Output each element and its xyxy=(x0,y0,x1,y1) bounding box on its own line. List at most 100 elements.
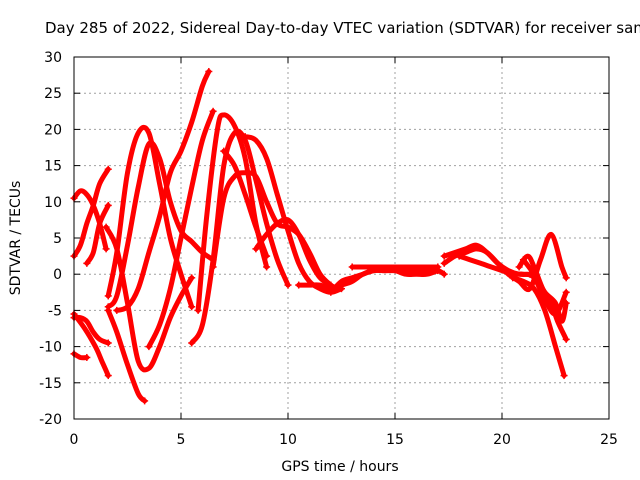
plus-marker xyxy=(519,256,527,264)
plus-marker xyxy=(83,353,91,361)
plus-marker xyxy=(102,245,110,253)
y-tick-label: -20 xyxy=(39,412,62,428)
series-arc-5 xyxy=(70,310,112,380)
plus-marker xyxy=(209,107,217,115)
plus-marker xyxy=(252,245,260,253)
plus-marker xyxy=(515,263,523,271)
series-arc-12 xyxy=(145,107,217,351)
plus-marker xyxy=(295,281,303,289)
data-series-group xyxy=(70,67,570,405)
series-arc-14 xyxy=(194,112,271,314)
x-tick-label: 15 xyxy=(386,432,404,448)
plus-marker xyxy=(104,339,112,347)
plus-marker xyxy=(83,259,91,267)
plus-marker xyxy=(188,339,196,347)
plus-marker xyxy=(455,252,463,260)
plus-marker xyxy=(434,263,442,271)
plus-marker xyxy=(145,343,153,351)
y-tick-label: 10 xyxy=(44,195,62,211)
series-arc-25 xyxy=(509,274,568,380)
series-arc-20 xyxy=(327,267,442,296)
y-tick-label: -5 xyxy=(48,303,62,319)
series-arc-22 xyxy=(440,231,570,293)
plus-marker xyxy=(188,303,196,311)
series-trace xyxy=(84,202,111,266)
y-tick-label: 5 xyxy=(53,231,62,247)
plus-marker xyxy=(562,274,570,282)
x-axis-label: GPS time / hours xyxy=(281,459,398,475)
series-trace xyxy=(520,257,569,324)
plus-marker xyxy=(104,201,112,209)
series-trace xyxy=(103,224,195,373)
y-tick-label: -10 xyxy=(39,340,62,356)
series-trace xyxy=(146,108,216,350)
series-arc-6 xyxy=(70,350,91,361)
series-trace xyxy=(195,112,270,313)
y-tick-label: 20 xyxy=(44,122,62,138)
series-arc-27 xyxy=(519,256,570,324)
series-arc-11 xyxy=(113,67,213,314)
series-arc-9 xyxy=(102,223,196,373)
series-trace xyxy=(105,307,148,404)
plus-marker xyxy=(209,263,217,271)
series-trace xyxy=(114,69,212,313)
x-tick-label: 5 xyxy=(177,432,186,448)
series-trace xyxy=(441,242,533,277)
plus-marker xyxy=(509,274,517,282)
plus-marker xyxy=(440,259,448,267)
plus-marker xyxy=(104,165,112,173)
x-tick-label: 20 xyxy=(493,432,511,448)
series-arc-3 xyxy=(83,201,112,267)
chart-title: Day 285 of 2022, Sidereal Day-to-day VTE… xyxy=(45,19,640,37)
series-trace xyxy=(328,267,441,295)
plus-marker xyxy=(440,252,448,260)
x-tick-label: 10 xyxy=(279,432,297,448)
plus-marker xyxy=(562,288,570,296)
plus-marker xyxy=(241,133,249,141)
plus-marker xyxy=(113,306,121,314)
plus-marker xyxy=(188,274,196,282)
series-trace xyxy=(105,140,216,310)
x-tick-label: 0 xyxy=(70,432,79,448)
series-trace xyxy=(71,166,111,259)
plus-marker xyxy=(284,281,292,289)
series-trace xyxy=(71,311,111,379)
series-arc-24 xyxy=(455,252,570,317)
series-trace xyxy=(456,253,569,317)
axis-ticks: 0 5 10 15 20 25 -20 -15 -10 -5 0 5 10 15 20 25 30 xyxy=(39,50,618,448)
plus-marker xyxy=(263,263,271,271)
series-trace xyxy=(71,314,111,346)
plus-marker xyxy=(562,335,570,343)
y-tick-label: 0 xyxy=(53,267,62,283)
series-arc-17 xyxy=(241,133,345,295)
series-trace xyxy=(242,134,344,295)
plus-marker xyxy=(220,147,228,155)
plus-marker xyxy=(348,263,356,271)
plus-marker xyxy=(104,306,112,314)
series-trace xyxy=(221,148,270,259)
series-trace xyxy=(510,275,567,379)
plus-marker xyxy=(104,292,112,300)
y-tick-label: 25 xyxy=(44,86,62,102)
series-trace xyxy=(253,216,334,288)
plus-marker xyxy=(205,67,213,75)
plus-marker xyxy=(440,270,448,278)
plus-marker xyxy=(141,397,149,405)
plus-marker xyxy=(560,372,568,380)
plus-marker xyxy=(562,299,570,307)
series-trace xyxy=(441,231,569,293)
y-tick-label: -15 xyxy=(39,376,62,392)
plus-marker xyxy=(102,223,110,231)
plus-marker xyxy=(327,288,335,296)
series-arc-10 xyxy=(104,306,149,405)
y-tick-label: 15 xyxy=(44,159,62,175)
plus-marker xyxy=(104,372,112,380)
plus-marker xyxy=(263,252,271,260)
x-tick-label: 25 xyxy=(600,432,618,448)
series-arc-18 xyxy=(252,216,335,289)
y-tick-label: 30 xyxy=(44,50,62,66)
plus-marker xyxy=(194,306,202,314)
series-arc-16 xyxy=(220,147,271,260)
series-arc-21 xyxy=(348,263,442,271)
